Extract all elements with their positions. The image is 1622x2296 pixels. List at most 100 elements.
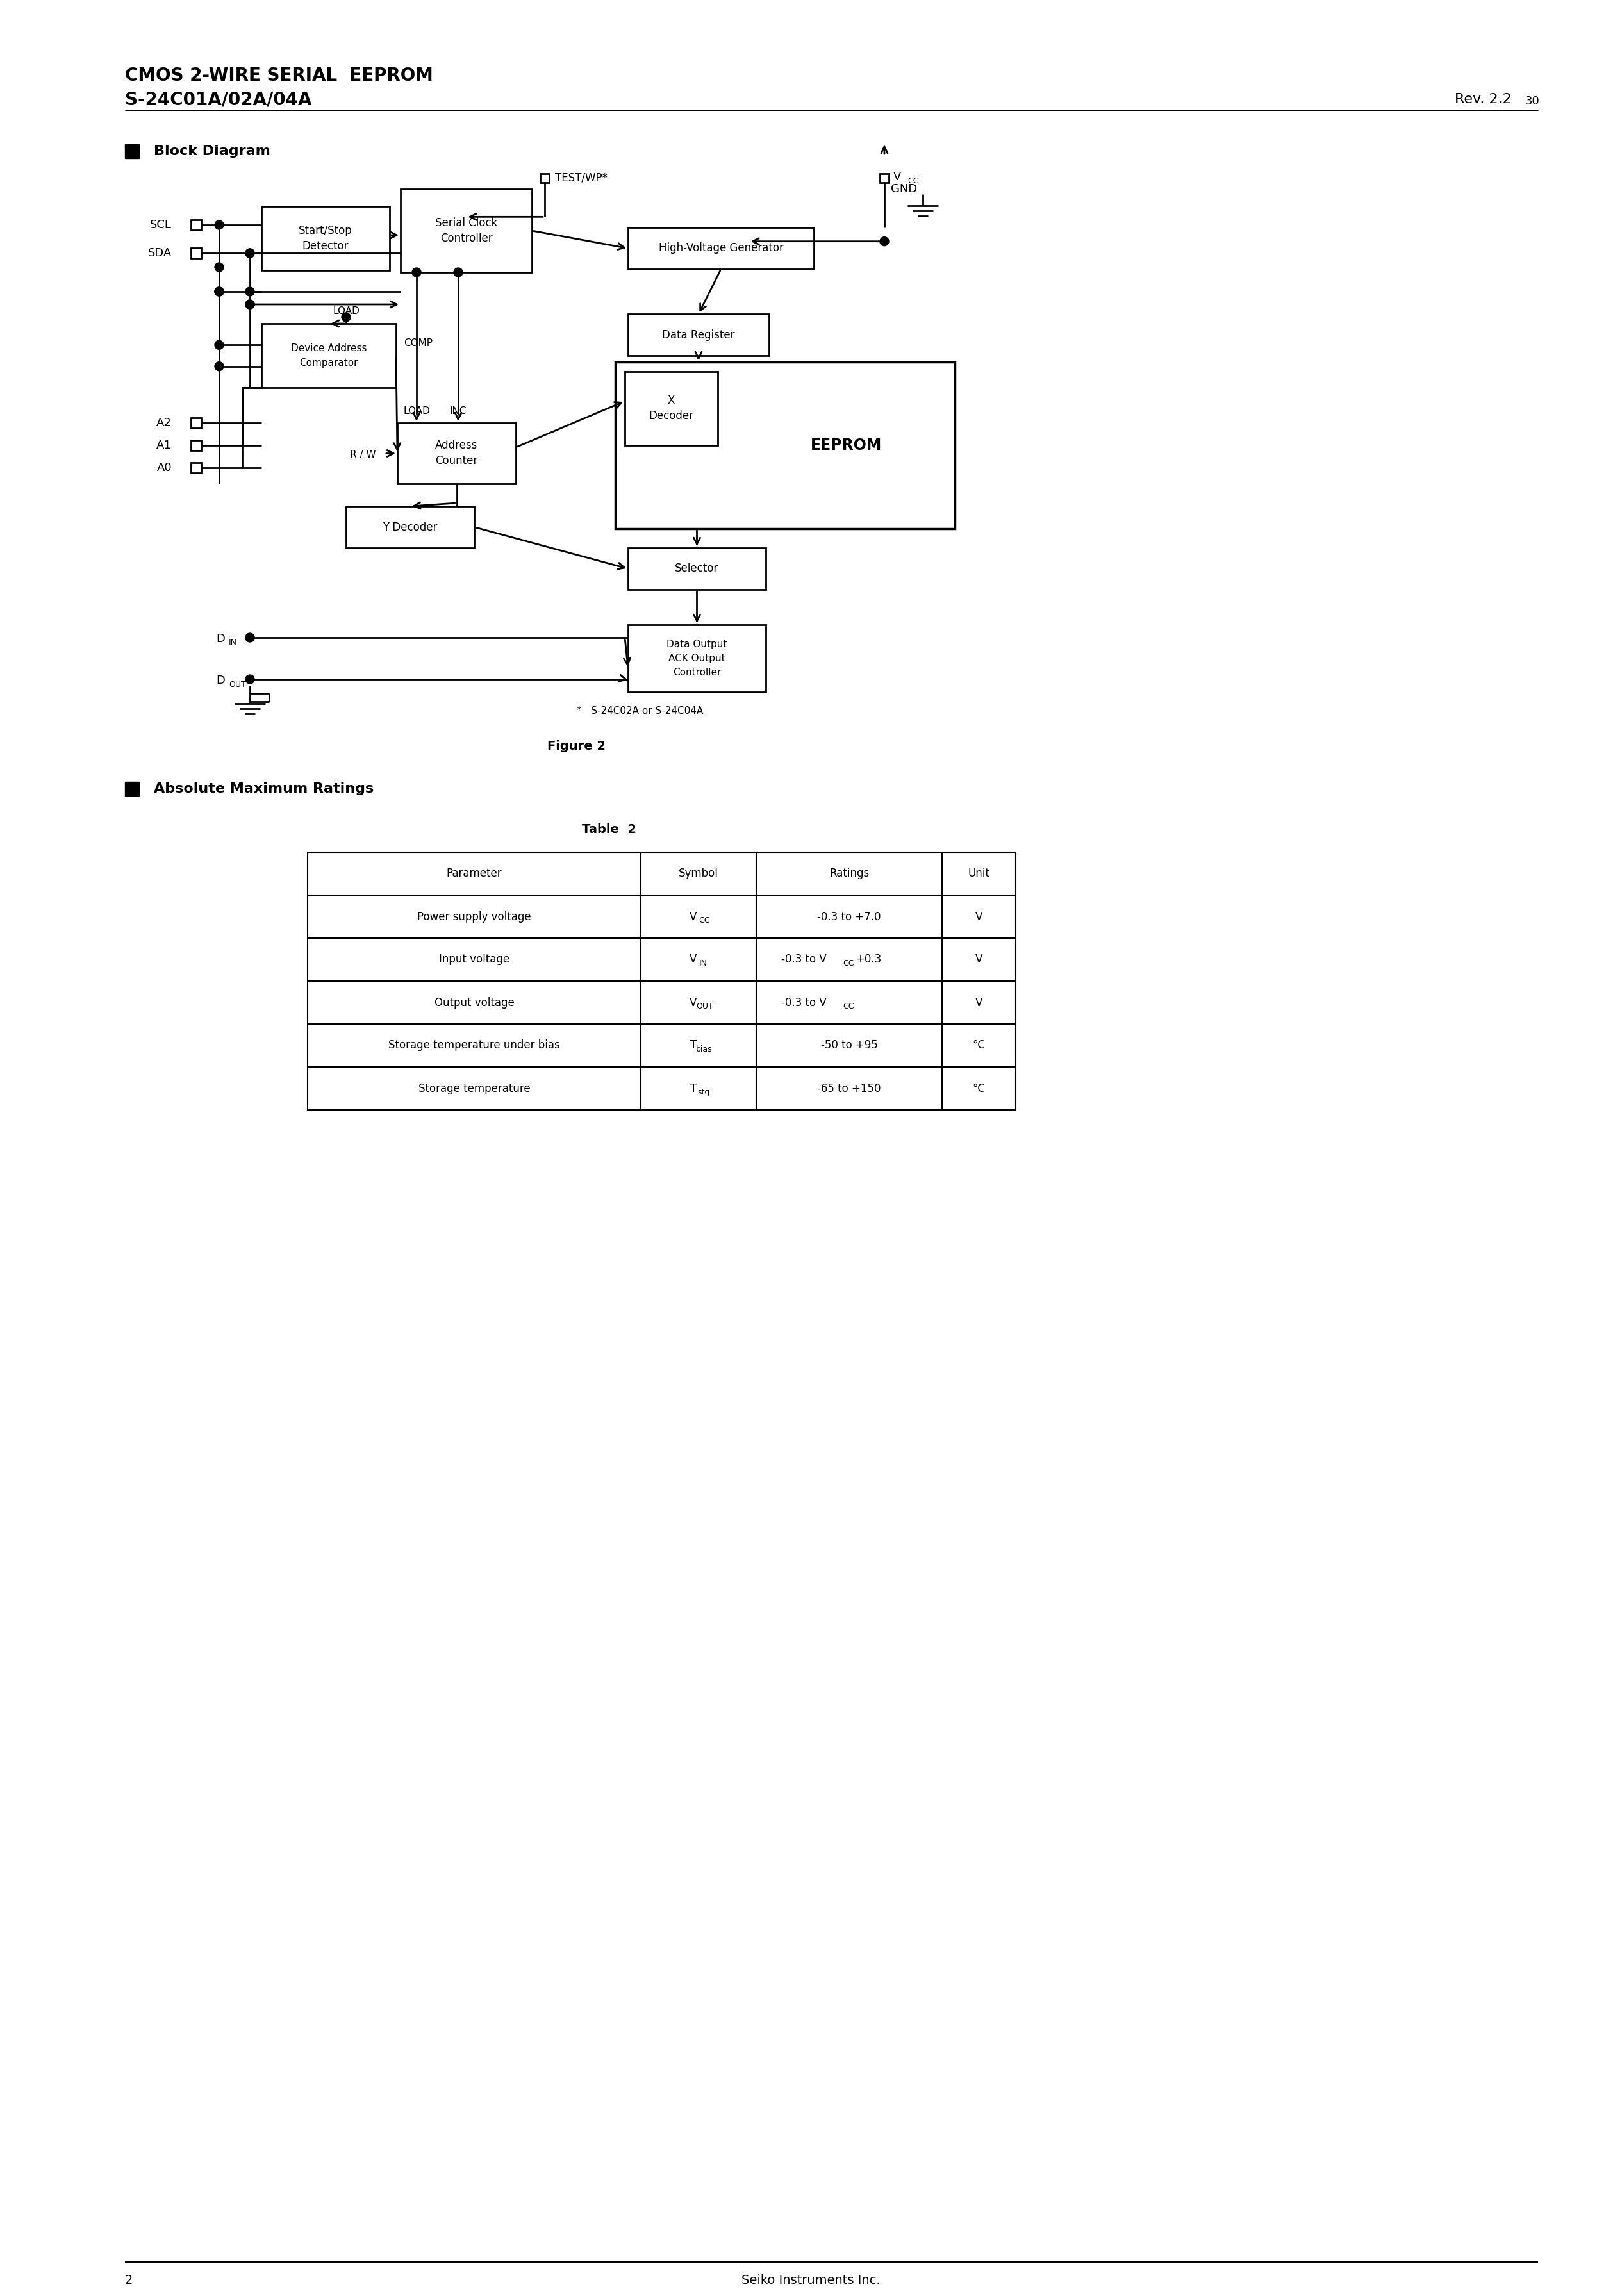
Circle shape <box>214 287 224 296</box>
Text: -0.3 to V: -0.3 to V <box>782 953 827 964</box>
Bar <box>628 625 766 691</box>
Bar <box>615 363 955 528</box>
Text: Device Address: Device Address <box>290 342 367 354</box>
Text: °C: °C <box>973 1040 985 1052</box>
Text: SCL: SCL <box>151 218 172 230</box>
Bar <box>308 852 1015 1109</box>
Circle shape <box>342 312 350 321</box>
Text: D: D <box>216 675 225 687</box>
Text: V: V <box>975 912 983 923</box>
Text: Serial Clock: Serial Clock <box>435 218 498 230</box>
Circle shape <box>245 301 255 310</box>
Text: CC: CC <box>699 916 710 925</box>
Text: OUT: OUT <box>229 680 247 689</box>
Text: LOAD: LOAD <box>404 406 430 416</box>
Circle shape <box>214 363 224 372</box>
Text: Y Decoder: Y Decoder <box>383 521 438 533</box>
Circle shape <box>412 269 422 278</box>
Text: OUT: OUT <box>696 1003 714 1010</box>
Text: -65 to +150: -65 to +150 <box>817 1084 881 1095</box>
Bar <box>628 549 766 590</box>
Text: Data Output: Data Output <box>667 641 727 650</box>
Bar <box>540 174 550 184</box>
Text: Controller: Controller <box>673 668 722 677</box>
Bar <box>879 174 889 184</box>
Text: -50 to +95: -50 to +95 <box>821 1040 878 1052</box>
Circle shape <box>454 269 462 278</box>
Text: GND: GND <box>890 184 916 195</box>
Bar <box>191 441 201 450</box>
Text: Selector: Selector <box>675 563 719 574</box>
Circle shape <box>245 287 255 296</box>
Text: Storage temperature under bias: Storage temperature under bias <box>388 1040 560 1052</box>
Text: V: V <box>975 996 983 1008</box>
Text: A2: A2 <box>156 418 172 429</box>
Text: 30: 30 <box>1525 96 1539 108</box>
Text: T: T <box>689 1084 697 1095</box>
Text: COMP: COMP <box>404 338 433 347</box>
Text: R / W: R / W <box>350 450 376 459</box>
Circle shape <box>245 248 255 257</box>
Text: High-Voltage Generator: High-Voltage Generator <box>659 243 783 255</box>
Text: Rev. 2.2: Rev. 2.2 <box>1455 92 1512 106</box>
Bar <box>401 188 532 273</box>
Circle shape <box>214 262 224 271</box>
Bar <box>628 227 814 269</box>
Text: *   S-24C02A or S-24C04A: * S-24C02A or S-24C04A <box>577 707 704 716</box>
Text: CC: CC <box>843 1003 853 1010</box>
Text: IN: IN <box>229 638 237 647</box>
Bar <box>628 315 769 356</box>
Text: Symbol: Symbol <box>678 868 719 879</box>
Text: +0.3: +0.3 <box>855 953 881 964</box>
Text: bias: bias <box>696 1045 712 1054</box>
Text: SDA: SDA <box>148 248 172 259</box>
Bar <box>125 781 139 797</box>
Text: Decoder: Decoder <box>649 411 694 422</box>
Text: Ratings: Ratings <box>829 868 869 879</box>
Circle shape <box>879 236 889 246</box>
Text: Table  2: Table 2 <box>582 824 636 836</box>
Text: °C: °C <box>973 1084 985 1095</box>
Bar <box>624 372 719 445</box>
Text: D: D <box>216 634 225 645</box>
Circle shape <box>214 340 224 349</box>
Circle shape <box>214 287 224 296</box>
Bar <box>345 505 474 549</box>
Text: LOAD: LOAD <box>333 308 360 317</box>
Text: 2: 2 <box>125 2273 133 2287</box>
Bar <box>261 324 396 388</box>
Circle shape <box>245 675 255 684</box>
Text: CC: CC <box>907 177 918 186</box>
Circle shape <box>245 301 255 310</box>
Text: -0.3 to +7.0: -0.3 to +7.0 <box>817 912 881 923</box>
Text: S-24C01A/02A/04A: S-24C01A/02A/04A <box>125 90 311 108</box>
Text: Power supply voltage: Power supply voltage <box>417 912 530 923</box>
Text: V: V <box>689 912 697 923</box>
Text: V: V <box>689 953 697 964</box>
Text: -0.3 to V: -0.3 to V <box>782 996 827 1008</box>
Circle shape <box>245 634 255 643</box>
Text: A0: A0 <box>157 461 172 473</box>
Bar <box>125 145 139 158</box>
Text: Controller: Controller <box>440 232 493 243</box>
Text: ACK Output: ACK Output <box>668 654 725 664</box>
Bar <box>397 422 516 484</box>
Text: Seiko Instruments Inc.: Seiko Instruments Inc. <box>741 2273 881 2287</box>
Text: Block Diagram: Block Diagram <box>154 145 271 158</box>
Text: Parameter: Parameter <box>446 868 501 879</box>
Text: Absolute Maximum Ratings: Absolute Maximum Ratings <box>154 783 373 794</box>
Text: Storage temperature: Storage temperature <box>418 1084 530 1095</box>
Text: EEPROM: EEPROM <box>811 439 882 452</box>
Text: CC: CC <box>843 960 853 967</box>
Text: Detector: Detector <box>302 241 349 253</box>
Bar <box>261 207 389 271</box>
Bar <box>191 220 201 230</box>
Text: IN: IN <box>699 960 707 967</box>
Text: Data Register: Data Register <box>662 328 735 340</box>
Bar <box>191 418 201 427</box>
Text: T: T <box>689 1040 697 1052</box>
Text: Comparator: Comparator <box>300 358 358 367</box>
Text: Start/Stop: Start/Stop <box>298 225 352 236</box>
Text: V: V <box>975 953 983 964</box>
Text: CMOS 2-WIRE SERIAL  EEPROM: CMOS 2-WIRE SERIAL EEPROM <box>125 67 433 85</box>
